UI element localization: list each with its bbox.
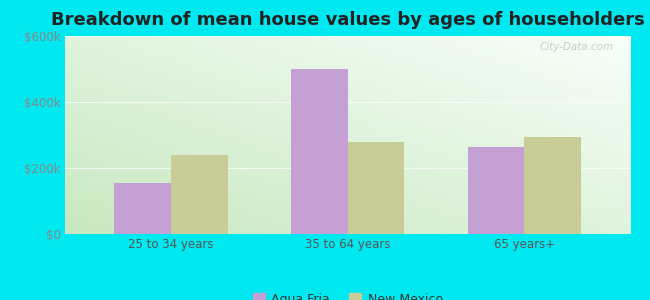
Bar — [114, 183, 171, 234]
Title: Breakdown of mean house values by ages of householders: Breakdown of mean house values by ages o… — [51, 11, 645, 29]
Legend: Agua Fria, New Mexico: Agua Fria, New Mexico — [248, 288, 448, 300]
Text: City-Data.com: City-Data.com — [540, 42, 614, 52]
Bar — [525, 137, 581, 234]
Bar — [348, 142, 404, 234]
Bar — [171, 155, 228, 234]
Bar — [468, 147, 525, 234]
Bar — [291, 69, 348, 234]
